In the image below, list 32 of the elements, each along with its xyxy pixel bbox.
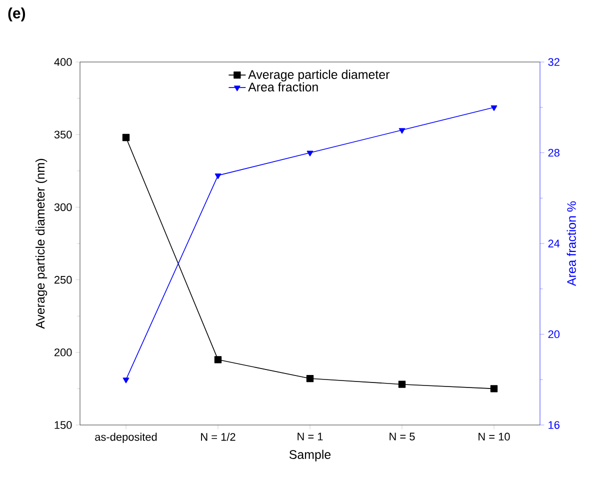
- x-tick-label: N = 1/2: [201, 432, 236, 441]
- y2-tick-label: 28: [548, 148, 560, 157]
- point: [398, 128, 406, 134]
- text: (e): [8, 8, 26, 22]
- y-axis-title: Average particle diameter (nm): [35, 158, 48, 329]
- legend-label: Area fraction: [248, 82, 318, 92]
- y-tick-label: 400: [54, 58, 72, 66]
- point: [306, 150, 314, 156]
- point: [122, 378, 130, 384]
- point: [306, 374, 314, 382]
- point: [398, 380, 406, 388]
- y2-tick-label: 24: [548, 240, 560, 248]
- y2-axis-title: Area fraction %: [566, 201, 576, 286]
- point: [490, 105, 498, 111]
- y-tick-label: 250: [54, 276, 72, 284]
- x-tick-label: as-deposited: [95, 432, 157, 443]
- y-tick-label: 200: [54, 348, 72, 356]
- x-axis-title: Sample: [289, 450, 331, 462]
- y2-tick-label: 16: [548, 421, 560, 429]
- point: [122, 134, 130, 142]
- x-tick-label: N = 10: [478, 432, 510, 441]
- y-tick-label: 150: [54, 421, 72, 429]
- y-tick-label: 300: [54, 203, 72, 212]
- y2-tick-label: 32: [548, 58, 560, 66]
- x-tick-label: N = 5: [390, 432, 415, 440]
- point: [490, 385, 498, 392]
- point: [214, 356, 222, 364]
- point: [214, 173, 222, 180]
- y-tick-label: 350: [54, 130, 72, 138]
- y2-tick-label: 20: [548, 330, 560, 338]
- x-tick-label: N = 1: [298, 432, 323, 440]
- legend-label: Average particle diameter: [248, 70, 390, 82]
